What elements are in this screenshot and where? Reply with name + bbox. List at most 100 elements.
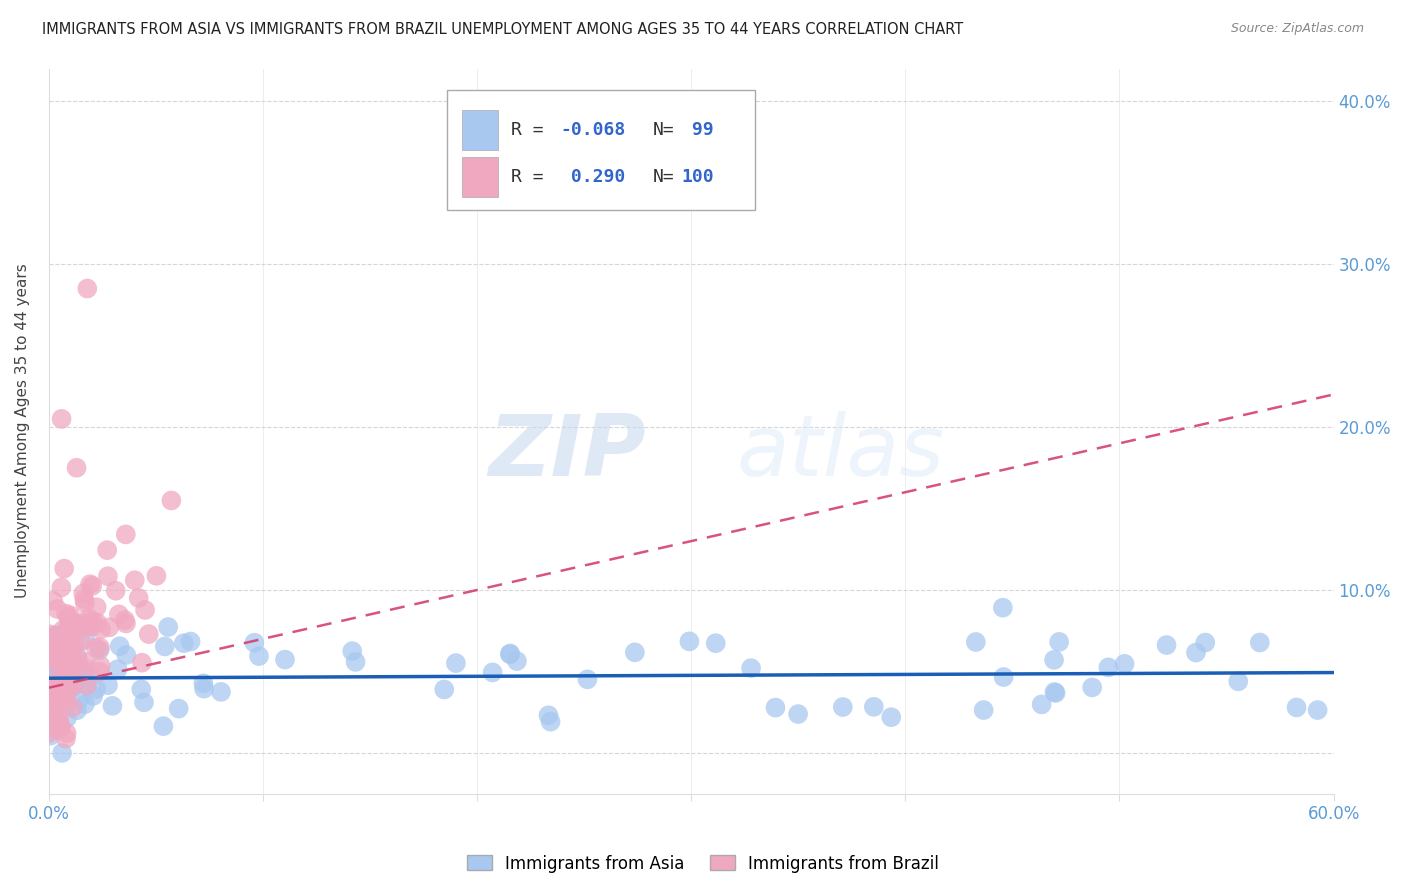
Point: [344, 655, 367, 669]
Point: [82, 615, 104, 629]
Point: [63, 638, 86, 652]
Point: [965, 635, 987, 649]
Point: [79, 619, 101, 633]
Point: [58, 622, 80, 636]
Point: [42, 656, 65, 670]
Text: -0.068: -0.068: [560, 121, 626, 139]
Point: [880, 710, 903, 724]
Point: [114, 527, 136, 541]
Point: [132, 695, 155, 709]
Point: [98, 620, 121, 634]
Point: [1285, 700, 1308, 714]
Point: [1031, 698, 1053, 712]
FancyBboxPatch shape: [447, 90, 755, 210]
Point: [41, 694, 63, 708]
Point: [39, 638, 62, 652]
Point: [991, 600, 1014, 615]
Point: [55, 726, 77, 740]
Point: [59, 608, 82, 623]
Point: [108, 639, 131, 653]
Point: [1045, 686, 1067, 700]
Point: [1047, 635, 1070, 649]
Text: 99: 99: [681, 121, 713, 139]
Point: [56, 711, 79, 725]
Point: [124, 574, 146, 588]
Point: [73, 697, 96, 711]
Point: [55, 607, 77, 621]
Point: [152, 719, 174, 733]
Point: [129, 682, 152, 697]
Point: [243, 635, 266, 649]
Point: [96, 543, 118, 558]
Point: [89, 665, 111, 679]
Point: [55, 731, 77, 746]
Point: [342, 644, 364, 658]
Point: [84, 640, 107, 655]
Point: [128, 591, 150, 605]
Point: [51, 412, 73, 426]
Point: [51, 746, 73, 760]
Point: [42, 682, 65, 697]
Point: [247, 649, 270, 664]
Point: [75, 655, 97, 669]
Text: 0.290: 0.290: [560, 169, 626, 186]
Point: [48, 659, 70, 673]
Point: [537, 708, 560, 723]
Point: [274, 652, 297, 666]
Point: [90, 622, 112, 636]
Point: [52, 640, 75, 654]
Point: [45, 696, 67, 710]
Text: 100: 100: [681, 169, 713, 186]
Point: [49, 720, 72, 734]
Point: [89, 658, 111, 673]
Point: [73, 669, 96, 683]
Point: [209, 685, 232, 699]
Point: [79, 577, 101, 591]
Point: [39, 692, 62, 706]
Point: [42, 593, 65, 607]
Point: [65, 616, 87, 631]
Point: [138, 627, 160, 641]
Point: [993, 670, 1015, 684]
Point: [82, 579, 104, 593]
Point: [193, 676, 215, 690]
Point: [48, 712, 70, 726]
Point: [108, 607, 131, 622]
Point: [49, 690, 72, 705]
Point: [67, 692, 90, 706]
Point: [973, 703, 995, 717]
Point: [84, 682, 107, 697]
Point: [506, 654, 529, 668]
Point: [765, 700, 787, 714]
Point: [86, 600, 108, 615]
Point: [499, 648, 522, 662]
Point: [67, 621, 90, 635]
Point: [48, 653, 70, 667]
Point: [53, 561, 76, 575]
Point: [1081, 681, 1104, 695]
Point: [193, 681, 215, 696]
Point: [51, 581, 73, 595]
Point: [38, 725, 60, 739]
Point: [82, 689, 104, 703]
Point: [115, 648, 138, 662]
Text: ZIP: ZIP: [489, 411, 647, 494]
Point: [73, 675, 96, 690]
Point: [73, 592, 96, 607]
Point: [145, 569, 167, 583]
Point: [1156, 638, 1178, 652]
Point: [72, 663, 94, 677]
Point: [76, 678, 98, 692]
Point: [173, 636, 195, 650]
Point: [79, 670, 101, 684]
Point: [38, 652, 60, 666]
Point: [60, 669, 83, 683]
Point: [76, 281, 98, 295]
Point: [46, 656, 69, 670]
Point: [49, 718, 72, 732]
Point: [70, 634, 93, 648]
Point: [77, 611, 100, 625]
Point: [89, 640, 111, 655]
Point: [52, 647, 75, 661]
Point: [42, 701, 65, 715]
